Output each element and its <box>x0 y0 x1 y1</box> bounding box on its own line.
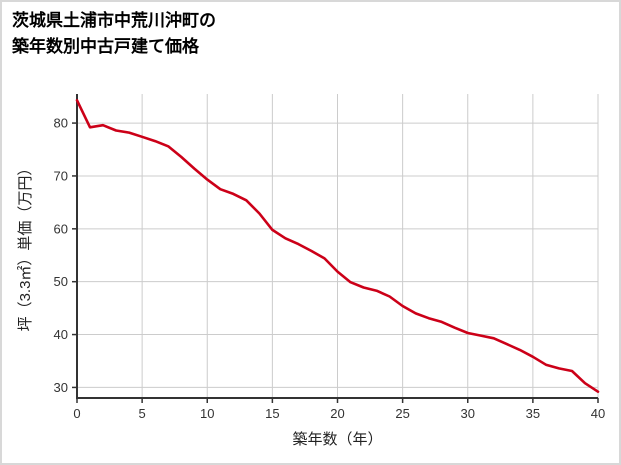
chart-title-line1: 茨城県土浦市中荒川沖町の <box>12 11 216 30</box>
y-tick-label: 40 <box>54 327 68 342</box>
x-axis-label: 築年数（年） <box>292 430 382 448</box>
x-tick-label: 10 <box>200 406 214 421</box>
x-tick-label: 5 <box>139 406 146 421</box>
x-tick-label: 0 <box>73 406 80 421</box>
y-tick-label: 30 <box>54 380 68 395</box>
x-tick-label: 35 <box>526 406 540 421</box>
y-tick-label: 70 <box>54 168 68 183</box>
x-tick-label: 20 <box>330 406 344 421</box>
x-tick-label: 15 <box>265 406 279 421</box>
price-line-series <box>75 99 600 394</box>
x-tick-label: 25 <box>395 406 409 421</box>
x-tick-label: 30 <box>461 406 475 421</box>
x-tick-label: 40 <box>591 406 605 421</box>
y-tick-label: 60 <box>54 221 68 236</box>
y-axis-label: 坪（3.3㎡）単価（万円） <box>17 161 34 332</box>
chart-title-line2: 築年数別中古戸建て価格 <box>12 36 199 56</box>
y-tick-label: 50 <box>54 274 68 289</box>
chart-title: 茨城県土浦市中荒川沖町の 築年数別中古戸建て価格 <box>12 8 216 59</box>
y-tick-label: 80 <box>54 116 68 131</box>
